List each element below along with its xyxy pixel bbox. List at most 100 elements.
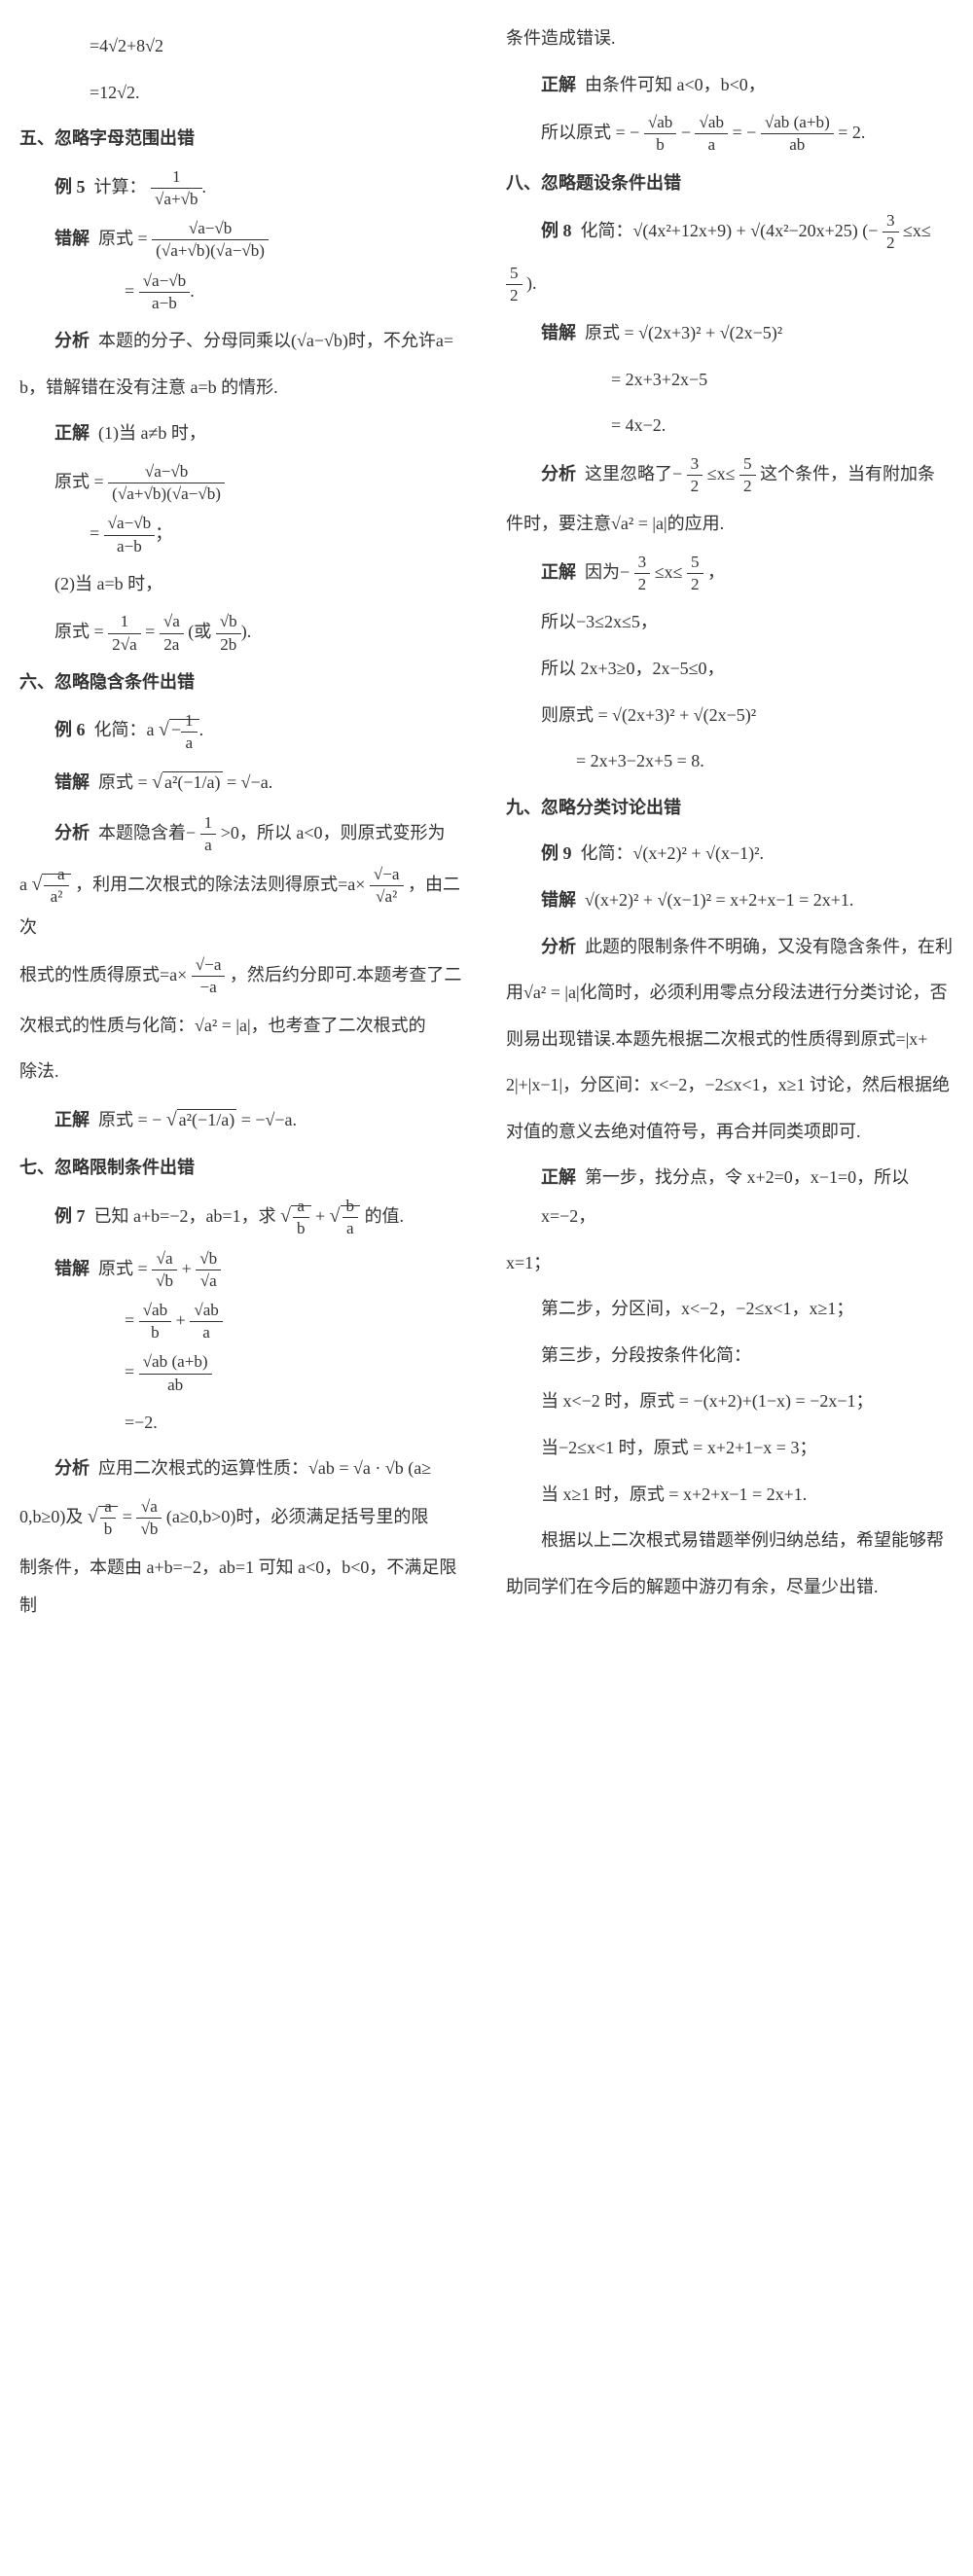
fraction: √b2b <box>216 611 241 655</box>
eq-line: =−2. <box>19 1404 467 1443</box>
fraction: √ab (a+b)ab <box>761 112 834 156</box>
fraction: 32 <box>634 552 651 595</box>
fraction: √a−√b(√a+√b)(√a−√b) <box>108 461 225 505</box>
text-line: 所以 2x+3≥0，2x−5≤0， <box>506 650 954 689</box>
example-label: 例 5 <box>54 177 86 197</box>
correct-9: 正解 第一步，找分点，令 x+2=0，x−1=0，所以 x=−2， <box>506 1159 954 1235</box>
correct-label: 正解 <box>54 1110 90 1129</box>
fraction: √a−√b(√a+√b)(√a−√b) <box>152 218 269 262</box>
text-line: 制条件，本题由 a+b=−2，ab=1 可知 a<0，b<0，不满足限制 <box>19 1549 467 1626</box>
analysis-8: 分析 这里忽略了− 32 ≤x≤ 52 这个条件，当有附加条 <box>506 453 954 497</box>
wrong-9: 错解 √(x+2)² + √(x−1)² = x+2+x−1 = 2x+1. <box>506 881 954 920</box>
correct-label: 正解 <box>541 1167 576 1187</box>
example-label: 例 6 <box>54 720 86 739</box>
text-line: 除法. <box>19 1053 467 1091</box>
wrong-label: 错解 <box>541 323 576 342</box>
eq-line: = √abb + √aba <box>19 1300 467 1343</box>
analysis-label: 分析 <box>541 464 576 483</box>
eq-line: = √a−√ba−b. <box>19 270 467 314</box>
correct-8: 正解 因为− 32 ≤x≤ 52 ， <box>506 552 954 595</box>
analysis-7: 分析 应用二次根式的运算性质：√ab = √a · √b (a≥ <box>19 1449 467 1488</box>
section-9-title: 九、忽略分类讨论出错 <box>506 789 954 828</box>
section-5-title: 五、忽略字母范围出错 <box>19 120 467 159</box>
text-line: 当−2≤x<1 时，原式 = x+2+1−x = 3； <box>506 1429 954 1468</box>
analysis-5: 分析 本题的分子、分母同乘以(√a−√b)时，不允许a= <box>19 322 467 361</box>
text-line: (2)当 a=b 时， <box>19 565 467 604</box>
fraction: √−a−a <box>192 954 226 998</box>
text-line: 第二步，分区间，x<−2，−2≤x<1，x≥1； <box>506 1290 954 1329</box>
fraction: 1a <box>200 812 217 856</box>
eq-line: =4√2+8√2 <box>19 27 467 66</box>
example-6: 例 6 化简：a √−1a. <box>19 709 467 754</box>
wrong-8: 错解 原式 = √(2x+3)² + √(2x−5)² <box>506 314 954 353</box>
fraction: √a−√ba−b <box>139 270 191 314</box>
text-line: 52 ). <box>506 263 954 306</box>
text-line: 当 x<−2 时，原式 = −(x+2)+(1−x) = −2x−1； <box>506 1382 954 1421</box>
wrong-label: 错解 <box>54 1258 90 1277</box>
fraction: √ab (a+b)ab <box>139 1351 212 1395</box>
wrong-label: 错解 <box>54 772 90 792</box>
analysis-6: 分析 本题隐含着− 1a >0，所以 a<0，则原式变形为 <box>19 812 467 856</box>
eq-line: = 4x−2. <box>506 407 954 446</box>
fraction: √aba <box>190 1300 223 1343</box>
analysis-label: 分析 <box>541 937 576 956</box>
eq-line: = 2x+3+2x−5 <box>506 361 954 400</box>
wrong-7: 错解 原式 = √a√b + √b√a <box>19 1248 467 1292</box>
fraction: 52 <box>506 263 523 306</box>
text-line: 2|+|x−1|，分区间：x<−2，−2≤x<1，x≥1 讨论，然后根据绝 <box>506 1066 954 1105</box>
example-9: 例 9 化简：√(x+2)² + √(x−1)². <box>506 835 954 874</box>
fraction: 32 <box>687 453 703 497</box>
text-line: 根式的性质得原式=a× √−a−a ，然后约分即可.本题考查了二 <box>19 954 467 998</box>
analysis-label: 分析 <box>54 331 90 350</box>
analysis-label: 分析 <box>54 1458 90 1478</box>
fraction: √abb <box>644 112 677 156</box>
section-6-title: 六、忽略隐含条件出错 <box>19 663 467 702</box>
text-line: 用√a² = |a|化简时，必须利用零点分段法进行分类讨论，否 <box>506 974 954 1013</box>
eq-line: = √a−√ba−b； <box>19 513 467 556</box>
eq-line: =12√2. <box>19 74 467 113</box>
fraction: √b√a <box>196 1248 221 1292</box>
wrong-label: 错解 <box>541 890 576 910</box>
eq-line: = √ab (a+b)ab <box>19 1351 467 1395</box>
fraction: 52 <box>687 552 703 595</box>
page-container: =4√2+8√2 =12√2. 五、忽略字母范围出错 例 5 计算： 1√a+√… <box>19 19 954 1626</box>
example-7: 例 7 已知 a+b=−2，ab=1，求 √ab + √ba 的值. <box>19 1196 467 1240</box>
text-line: 件时，要注意√a² = |a|的应用. <box>506 505 954 544</box>
fraction: 1a <box>181 710 198 754</box>
text-line: 第三步，分段按条件化简： <box>506 1337 954 1376</box>
fraction: 32 <box>883 210 899 254</box>
example-label: 例 7 <box>54 1206 86 1226</box>
analysis-9: 分析 此题的限制条件不明确，又没有隐含条件，在利 <box>506 928 954 967</box>
fraction: √a√b <box>152 1248 177 1292</box>
text-line: 当 x≥1 时，原式 = x+2+x−1 = 2x+1. <box>506 1476 954 1515</box>
example-text: 计算： <box>94 177 147 197</box>
text-line: b，错解错在没有注意 a=b 的情形. <box>19 369 467 408</box>
fraction: √−a√a² <box>370 864 404 908</box>
fraction: √aba <box>695 112 728 156</box>
wrong-5: 错解 原式 = √a−√b(√a+√b)(√a−√b) <box>19 218 467 262</box>
eq-line: 原式 = 12√a = √a2a (或 √b2b). <box>19 611 467 655</box>
eq-line: 所以原式 = − √abb − √aba = − √ab (a+b)ab = 2… <box>506 112 954 156</box>
correct-7: 正解 由条件可知 a<0，b<0， <box>506 66 954 105</box>
correct-5: 正解 (1)当 a≠b 时， <box>19 414 467 453</box>
fraction: 12√a <box>108 611 141 655</box>
wrong-label: 错解 <box>54 229 90 248</box>
fraction: 1√a+√b <box>151 166 202 210</box>
analysis-label: 分析 <box>54 822 90 841</box>
section-8-title: 八、忽略题设条件出错 <box>506 164 954 203</box>
example-8: 例 8 化简：√(4x²+12x+9) + √(4x²−20x+25) (− 3… <box>506 210 954 254</box>
fraction: √a√b <box>136 1496 162 1540</box>
ending-text: 助同学们在今后的解题中游刃有余，尽量少出错. <box>506 1568 954 1607</box>
eq-line: = 2x+3−2x+5 = 8. <box>506 742 954 781</box>
ending-text: 根据以上二次根式易错题举例归纳总结，希望能够帮 <box>506 1521 954 1560</box>
example-5: 例 5 计算： 1√a+√b. <box>19 166 467 210</box>
text-line: 则原式 = √(2x+3)² + √(2x−5)² <box>506 697 954 735</box>
correct-6: 正解 原式 = − √a²(−1/a) = −√−a. <box>19 1099 467 1142</box>
fraction: √abb <box>139 1300 172 1343</box>
text-line: 则易出现错误.本题先根据二次根式的性质得到原式=|x+ <box>506 1020 954 1059</box>
text-line: 对值的意义去绝对值符号，再合并同类项即可. <box>506 1113 954 1152</box>
correct-label: 正解 <box>541 562 576 582</box>
text-line: 条件造成错误. <box>506 19 954 58</box>
text-line: a √−aa² ，利用二次根式的除法法则得原式=a× √−a√a² ，由二次 <box>19 864 467 947</box>
correct-label: 正解 <box>54 423 90 443</box>
